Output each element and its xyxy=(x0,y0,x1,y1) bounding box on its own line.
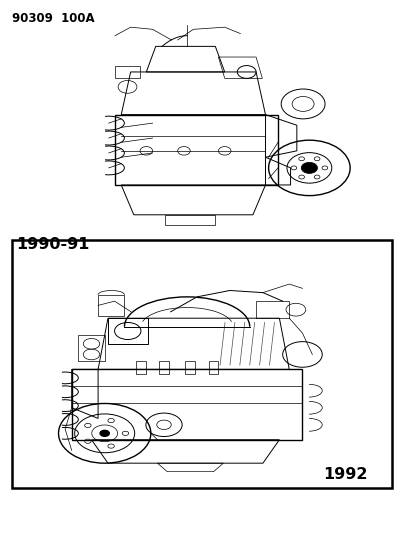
Circle shape xyxy=(100,430,109,437)
Bar xyxy=(115,66,140,78)
Bar xyxy=(208,361,218,374)
Text: 90309  100A: 90309 100A xyxy=(12,12,95,25)
Bar xyxy=(159,361,168,374)
Circle shape xyxy=(300,163,317,173)
Bar xyxy=(98,295,124,316)
Bar xyxy=(136,361,146,374)
Bar xyxy=(78,335,104,361)
Text: 1990-91: 1990-91 xyxy=(16,237,89,252)
Text: 1992: 1992 xyxy=(322,467,367,482)
Bar xyxy=(12,240,391,488)
Bar xyxy=(256,301,289,318)
Bar xyxy=(185,361,195,374)
